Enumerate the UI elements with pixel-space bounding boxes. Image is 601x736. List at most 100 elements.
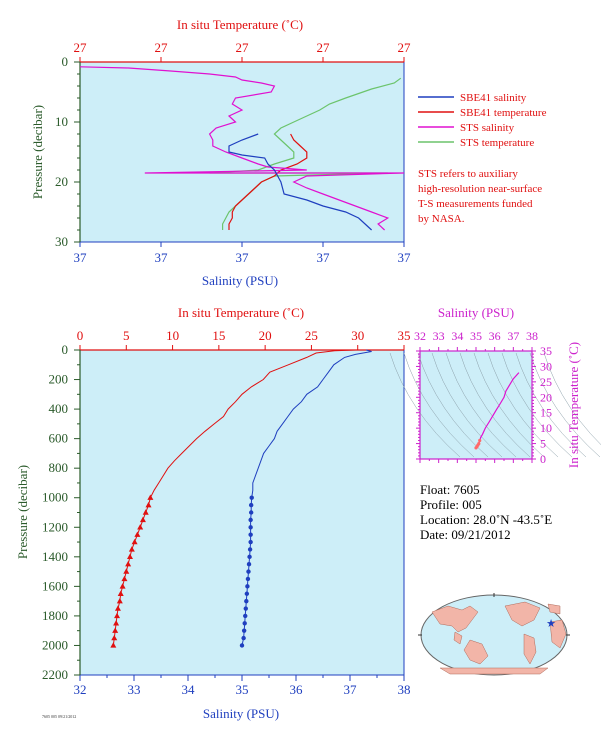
top-tick-marks xyxy=(74,57,405,247)
main-pressure-tick-label: 1000 xyxy=(42,490,68,505)
data-point-circle xyxy=(247,547,253,552)
top-series xyxy=(79,66,405,231)
land-europe xyxy=(547,603,561,615)
main-series xyxy=(110,349,372,648)
location: Location: 28.0˚N -43.5˚E xyxy=(420,512,552,527)
land-north-america xyxy=(504,601,541,627)
ts-temp-tick-label: 10 xyxy=(540,421,552,435)
top-series-line-sts-salinity xyxy=(79,66,405,231)
top-sal-tick: 37 xyxy=(74,250,88,265)
ts-temp-axis-title: In situ Temperature (˚C) xyxy=(566,342,581,468)
sts-note-line: T-S measurements funded xyxy=(418,198,533,210)
data-point-triangle xyxy=(110,642,117,648)
legend-label-sts-salinity: STS salinity xyxy=(460,122,515,134)
ts-isopycnal-line xyxy=(487,352,559,458)
main-sal-ticks: 32 33 34 35 36 37 38 xyxy=(74,682,411,697)
main-pressure-tick-label: 600 xyxy=(49,431,69,446)
main-temp-ticks: 0 5 10 15 20 25 30 35 xyxy=(77,328,411,343)
data-point-circle xyxy=(245,584,250,589)
land-south-america xyxy=(523,633,537,665)
data-point-circle xyxy=(244,591,250,596)
main-pressure-tick-label: 1600 xyxy=(42,578,68,593)
data-point-triangle xyxy=(113,620,120,626)
ts-plot-area xyxy=(419,350,533,460)
ts-temp-tick-label: 25 xyxy=(540,375,552,389)
data-point-triangle xyxy=(123,568,130,574)
main-temp-tick-label: 5 xyxy=(123,328,130,343)
main-sal-tick-label: 34 xyxy=(182,682,196,697)
main-pressure-tick-label: 800 xyxy=(49,460,69,475)
ts-isopycnal-line xyxy=(389,352,461,458)
top-pressure-tick: 0 xyxy=(62,54,69,69)
main-temp-tick-label: 35 xyxy=(398,328,411,343)
data-point-triangle xyxy=(125,561,132,567)
data-point-triangle xyxy=(147,494,154,500)
top-temp-axis-title: In situ Temperature (˚C) xyxy=(177,17,303,32)
data-point-triangle xyxy=(116,597,123,604)
main-tick-marks xyxy=(74,345,405,681)
data-point-triangle xyxy=(126,553,133,560)
main-pressure-tick-label: 2000 xyxy=(42,637,68,652)
main-plot-area xyxy=(79,349,405,676)
ts-temp-tick-label: 20 xyxy=(540,390,552,404)
main-pressure-tick-label: 0 xyxy=(62,342,69,357)
top-pressure-tick: 30 xyxy=(55,234,68,249)
top-temp-tick: 27 xyxy=(317,40,331,55)
top-series-line-sbe41-salinity xyxy=(228,133,373,231)
legend-label-sbe41-salinity: SBE41 salinity xyxy=(460,92,527,104)
float-id: Float: 7605 xyxy=(420,482,480,497)
top-series-line-sbe41-temperature xyxy=(228,133,308,230)
ts-isopycnal-line xyxy=(431,352,503,458)
ts-isopycnal-line xyxy=(501,352,573,458)
main-pressure-tick-label: 1400 xyxy=(42,549,68,564)
float-info: Float: 7605 Profile: 005 Location: 28.0˚… xyxy=(420,482,552,542)
sts-note: STS refers to auxiliary high-resolution … xyxy=(418,168,542,225)
top-plot-area xyxy=(79,61,405,243)
data-point-circle xyxy=(246,562,252,567)
ts-temp-tick-label: 35 xyxy=(540,344,552,358)
main-temp-tick-label: 15 xyxy=(212,328,225,343)
top-pressure-axis-title: Pressure (decibar) xyxy=(30,105,45,199)
top-sal-tick: 37 xyxy=(236,250,250,265)
main-temp-tick-label: 25 xyxy=(305,328,318,343)
data-point-triangle xyxy=(119,583,126,589)
sts-note-line: by NASA. xyxy=(418,213,465,225)
ts-isopycnal-line xyxy=(459,352,531,458)
top-sal-tick: 37 xyxy=(398,250,412,265)
data-point-circle xyxy=(248,539,253,545)
data-point-circle xyxy=(247,554,252,560)
main-pressure-tick-label: 400 xyxy=(49,401,69,416)
top-pressure-tick: 10 xyxy=(55,114,68,129)
ts-isopycnal-line xyxy=(403,352,475,458)
main-sal-tick-label: 35 xyxy=(236,682,249,697)
main-temp-tick-label: 20 xyxy=(259,328,272,343)
main-pressure-ticks: 0 200 400 600 800 1000 1200 1400 1600 1800 2000 220… xyxy=(42,342,68,682)
ts-temp-tick-label: 5 xyxy=(540,437,546,451)
top-pressure-ticks: 0 10 20 30 xyxy=(55,54,68,249)
footer-small-text: 7605 005 09/21/2012 xyxy=(42,714,76,719)
top-temp-tick: 27 xyxy=(236,40,250,55)
map-ocean xyxy=(420,594,568,676)
float-location-marker-icon: ★ xyxy=(546,618,556,630)
ts-sal-tick-label: 37 xyxy=(507,329,519,343)
sts-note-line: STS refers to auxiliary xyxy=(418,168,518,180)
data-point-triangle xyxy=(128,546,135,552)
ts-isopycnal-line xyxy=(445,352,517,458)
main-pressure-tick-label: 1200 xyxy=(42,519,68,534)
top-sal-ticks: 37 37 37 37 37 xyxy=(74,250,412,265)
data-point-circle xyxy=(241,628,247,633)
top-sal-tick: 37 xyxy=(155,250,169,265)
ts-data-point xyxy=(474,446,478,450)
data-point-triangle xyxy=(111,634,118,641)
ts-sal-tick-label: 34 xyxy=(451,329,463,343)
profile-number: Profile: 005 xyxy=(420,497,482,512)
data-point-circle xyxy=(245,576,251,582)
data-point-circle xyxy=(244,598,249,604)
main-temp-tick-label: 10 xyxy=(166,328,179,343)
data-point-triangle xyxy=(117,590,124,596)
land-indonesia xyxy=(453,631,463,645)
ts-temp-tick-label: 0 xyxy=(540,452,546,466)
main-pressure-axis-title: Pressure (decibar) xyxy=(15,465,30,559)
